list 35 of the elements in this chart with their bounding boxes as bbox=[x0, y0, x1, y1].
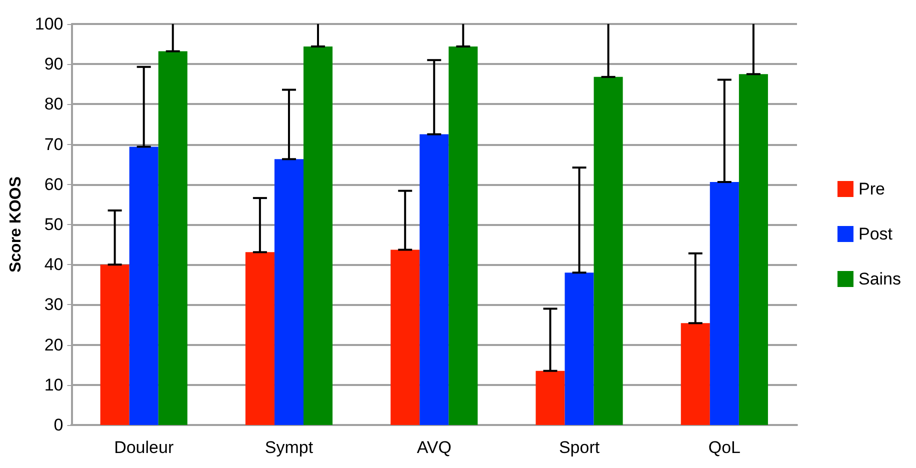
bar bbox=[420, 134, 449, 425]
y-tick-label: 60 bbox=[44, 174, 64, 194]
y-tick-label: 0 bbox=[54, 416, 64, 434]
bar bbox=[245, 252, 274, 425]
bar bbox=[536, 370, 565, 425]
bar bbox=[158, 51, 188, 425]
y-tick-label: 10 bbox=[44, 375, 64, 394]
x-tick-label: Sport bbox=[558, 438, 600, 457]
y-tick-label: 70 bbox=[44, 134, 64, 154]
x-tick-label: AVQ bbox=[416, 438, 452, 457]
bar bbox=[564, 272, 594, 425]
legend-label: Sains bbox=[858, 270, 902, 288]
y-axis-title: Score KOOS bbox=[8, 176, 24, 273]
y-tick-label: 100 bbox=[34, 14, 64, 34]
legend-label: Pre bbox=[858, 180, 885, 198]
y-tick-label: 50 bbox=[44, 215, 64, 234]
bar bbox=[304, 46, 333, 425]
bar bbox=[448, 46, 478, 425]
bar bbox=[680, 323, 710, 425]
y-tick-label: 40 bbox=[44, 255, 64, 274]
bar bbox=[100, 264, 130, 425]
bar bbox=[129, 146, 158, 425]
bar bbox=[738, 74, 768, 425]
y-tick-label: 80 bbox=[44, 94, 64, 114]
x-tick-label: QoL bbox=[708, 438, 740, 457]
bar bbox=[710, 182, 739, 425]
bar bbox=[390, 250, 420, 425]
x-tick-label: Sympt bbox=[264, 438, 314, 457]
x-tick-label: Douleur bbox=[114, 438, 174, 457]
y-tick-label: 30 bbox=[44, 295, 64, 314]
legend-label: Post bbox=[858, 224, 893, 244]
y-tick-label: 20 bbox=[44, 335, 64, 354]
bar bbox=[594, 76, 623, 425]
bar bbox=[274, 159, 304, 425]
y-tick-label: 90 bbox=[44, 54, 64, 74]
